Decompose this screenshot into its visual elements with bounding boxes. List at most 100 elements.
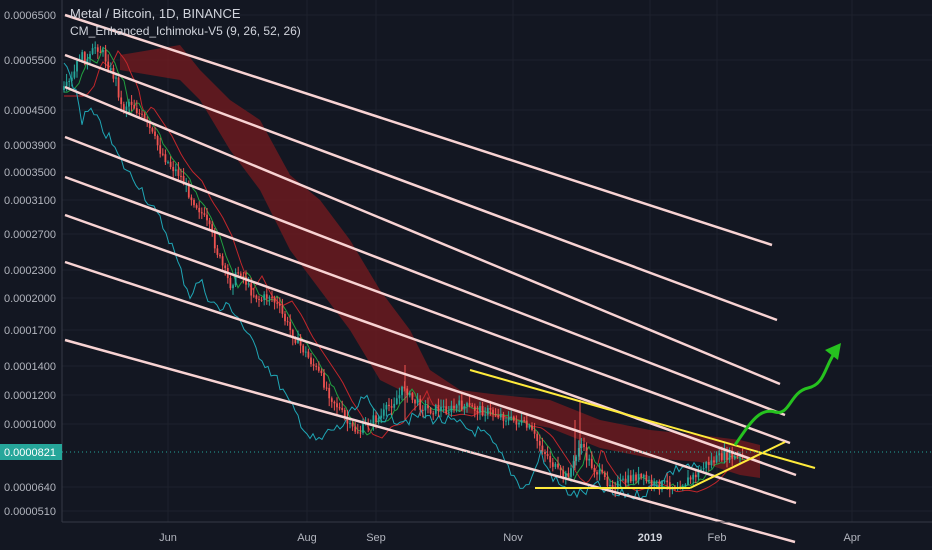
candle-body <box>434 404 437 414</box>
candle-body <box>117 77 120 98</box>
candle-body <box>603 472 606 478</box>
candle-body <box>70 77 73 81</box>
candle-body <box>156 135 159 146</box>
candle-body <box>437 404 440 412</box>
candle-body <box>728 451 731 460</box>
x-axis[interactable]: Jun Aug Sep Nov 2019 Feb Apr <box>159 532 861 544</box>
candle-body <box>718 453 721 456</box>
candle-body <box>645 474 648 482</box>
candle-body <box>473 406 476 411</box>
candle-body <box>580 443 583 449</box>
candle-body <box>76 60 78 72</box>
x-tick-label: Feb <box>708 532 727 544</box>
candle-body <box>471 405 474 407</box>
candle-body <box>135 108 138 114</box>
candle-body <box>284 313 286 322</box>
candle-body <box>564 473 567 479</box>
candle-body <box>596 472 598 475</box>
candle-body <box>380 415 383 418</box>
candle-body <box>198 207 201 213</box>
channel-line <box>64 338 796 544</box>
channel-line <box>64 135 786 417</box>
candle-body <box>203 213 206 215</box>
candle-body <box>164 154 167 163</box>
y-tick-label: 0.0000640 <box>4 482 56 494</box>
candle-body <box>601 469 604 473</box>
candle-body <box>81 52 84 60</box>
candle-body <box>398 395 401 399</box>
candle-body <box>562 470 565 479</box>
candle-body <box>83 52 86 65</box>
candle-body <box>385 404 388 410</box>
candle-body <box>421 409 424 411</box>
candle-body <box>692 474 695 480</box>
candle-body <box>687 477 689 485</box>
candle-body <box>213 232 216 249</box>
y-tick-label: 0.0003100 <box>4 195 56 207</box>
candle-body <box>520 420 523 423</box>
candle-body <box>715 455 718 463</box>
candlesticks <box>63 41 744 498</box>
candle-body <box>538 440 541 446</box>
channel-line <box>64 53 778 322</box>
candle-body <box>445 406 448 414</box>
candle-body <box>143 114 146 120</box>
candle-body <box>289 321 292 330</box>
candle-body <box>263 294 266 300</box>
candle-body <box>107 61 110 71</box>
candle-body <box>551 462 554 467</box>
candle-body <box>224 265 227 269</box>
candle-body <box>320 370 323 374</box>
candle-body <box>460 400 463 410</box>
candle-body <box>653 481 656 486</box>
candle-body <box>388 404 390 407</box>
candle-body <box>94 47 97 49</box>
current-price-tag-bg <box>0 444 62 460</box>
candle-body <box>533 429 536 434</box>
candle-body <box>723 450 726 461</box>
candle-body <box>325 387 328 389</box>
candle-body <box>486 407 489 415</box>
indicator-label[interactable]: CM_Enhanced_Ichimoku-V5 (9, 26, 52, 26) <box>70 24 301 38</box>
candle-body <box>328 387 331 399</box>
candle-body <box>658 481 661 490</box>
y-axis[interactable]: 0.0006500 0.0005500 0.0004500 0.0003900 0.00… <box>4 10 56 518</box>
candle-body <box>416 398 419 404</box>
symbol-title[interactable]: Metal / Bitcoin, 1D, BINANCE <box>70 6 241 21</box>
candle-body <box>390 406 393 408</box>
y-tick-label: 0.0001400 <box>4 361 56 373</box>
candle-body <box>255 295 258 299</box>
candle-body <box>663 480 666 482</box>
candle-body <box>705 462 708 469</box>
candle-body <box>440 406 442 412</box>
candle-body <box>585 447 588 461</box>
candle-body <box>382 409 385 416</box>
candle-body <box>341 407 344 410</box>
candle-body <box>492 409 494 415</box>
candle-body <box>655 481 658 483</box>
candle-body <box>273 298 276 303</box>
candle-body <box>65 81 68 86</box>
candle-body <box>453 405 455 409</box>
drawings <box>64 13 841 544</box>
channel-line <box>64 175 791 445</box>
candle-body <box>510 416 513 418</box>
candle-body <box>372 415 375 424</box>
candle-body <box>640 473 643 478</box>
candle-body <box>499 414 502 418</box>
candle-body <box>466 403 468 406</box>
candle-body <box>91 48 94 54</box>
candle-body <box>549 456 552 463</box>
candle-body <box>512 416 515 421</box>
candle-body <box>518 422 520 425</box>
candle-body <box>351 423 354 427</box>
candle-body <box>567 473 570 477</box>
candle-body <box>598 469 601 475</box>
candle-body <box>302 345 305 353</box>
x-tick-label: 2019 <box>638 532 662 544</box>
candle-body <box>463 405 466 410</box>
y-tick-label: 0.0006500 <box>4 10 56 22</box>
candle-body <box>104 50 107 62</box>
candle-body <box>590 458 593 468</box>
candle-body <box>484 414 487 416</box>
